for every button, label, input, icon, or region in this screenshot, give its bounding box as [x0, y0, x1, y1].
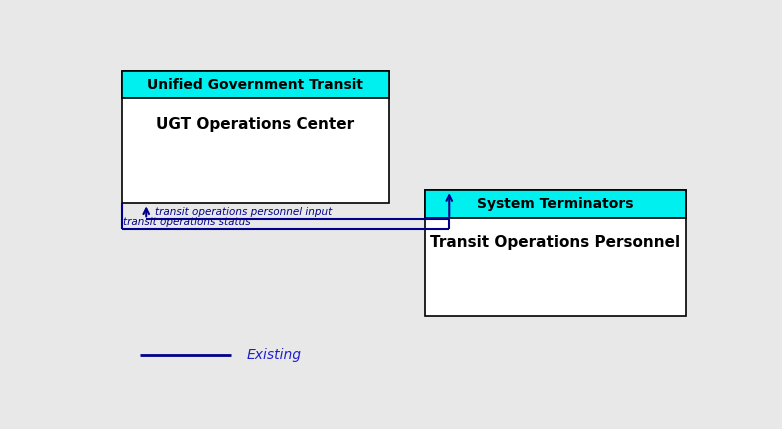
Bar [122, 71, 389, 98]
Bar [122, 71, 389, 203]
Text: Existing: Existing [246, 348, 301, 363]
Bar [425, 190, 686, 218]
Text: UGT Operations Center: UGT Operations Center [156, 117, 354, 132]
Text: System Terminators: System Terminators [477, 197, 633, 211]
Text: transit operations status: transit operations status [124, 217, 251, 227]
Text: transit operations personnel input: transit operations personnel input [156, 207, 332, 217]
Text: Unified Government Transit: Unified Government Transit [147, 78, 364, 91]
Bar [425, 190, 686, 316]
Text: Transit Operations Personnel: Transit Operations Personnel [430, 235, 680, 250]
